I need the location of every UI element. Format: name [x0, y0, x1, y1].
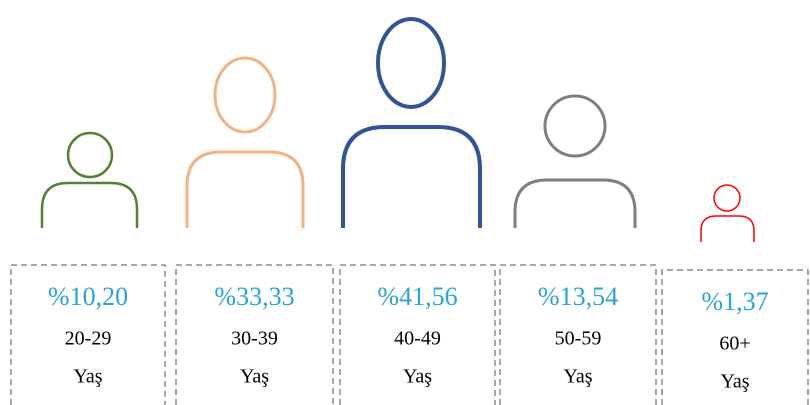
person-body — [341, 125, 482, 228]
group-percent: %1,37 — [701, 287, 768, 316]
group-age: 60+ — [719, 333, 750, 355]
group-percent: %41,56 — [377, 282, 457, 311]
person-body — [40, 181, 139, 228]
person-body — [185, 150, 305, 228]
group-percent: %10,20 — [48, 282, 128, 311]
group-percent: %13,54 — [538, 282, 618, 311]
group-age: 30-39 — [231, 328, 278, 350]
person-body — [700, 215, 755, 242]
group-box — [10, 264, 166, 405]
group-suffix: Yaş — [73, 366, 102, 388]
group-suffix: Yaş — [720, 371, 749, 393]
group-box — [339, 264, 496, 405]
group-suffix: Yaş — [240, 366, 269, 388]
group-box — [499, 264, 657, 405]
group-suffix: Yaş — [403, 366, 432, 388]
person-head — [213, 56, 277, 134]
group-percent: %33,33 — [214, 282, 294, 311]
person-head — [66, 131, 114, 179]
group-age: 20-29 — [65, 328, 112, 350]
group-age: 50-59 — [555, 328, 602, 350]
group-suffix: Yaş — [563, 366, 592, 388]
person-head — [376, 17, 446, 109]
person-body — [513, 178, 637, 228]
person-head — [713, 184, 741, 212]
person-head — [543, 94, 607, 158]
group-box — [175, 264, 334, 405]
group-age: 40-49 — [394, 328, 441, 350]
